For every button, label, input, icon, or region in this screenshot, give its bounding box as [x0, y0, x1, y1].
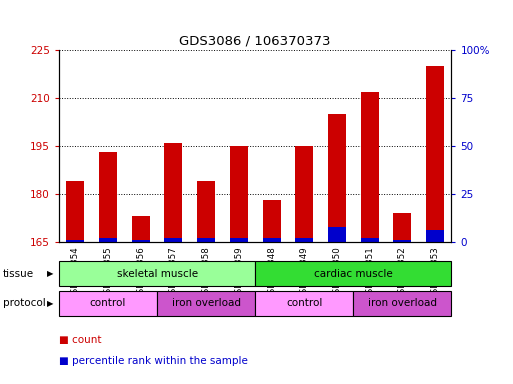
Text: control: control — [90, 298, 126, 308]
Bar — [426, 230, 444, 242]
Text: GSM245359: GSM245359 — [234, 246, 243, 299]
Text: skeletal muscle: skeletal muscle — [116, 268, 198, 279]
Text: GSM245357: GSM245357 — [169, 246, 178, 299]
Bar — [59, 291, 157, 316]
Bar — [132, 216, 150, 242]
Bar — [99, 152, 117, 242]
Text: GSM245356: GSM245356 — [136, 246, 145, 299]
Bar — [66, 181, 84, 242]
Bar — [230, 146, 248, 242]
Bar — [328, 227, 346, 242]
Bar — [165, 238, 183, 242]
Text: ▶: ▶ — [47, 299, 54, 308]
Bar — [426, 66, 444, 242]
Bar — [295, 146, 313, 242]
Text: GSM245351: GSM245351 — [365, 246, 374, 299]
Text: GSM245353: GSM245353 — [430, 246, 440, 299]
Text: GSM245358: GSM245358 — [202, 246, 211, 299]
Text: GSM245348: GSM245348 — [267, 246, 276, 299]
Text: tissue: tissue — [3, 268, 34, 279]
Text: GSM245349: GSM245349 — [300, 246, 309, 299]
Text: ■ percentile rank within the sample: ■ percentile rank within the sample — [59, 356, 248, 366]
Bar — [353, 291, 451, 316]
Bar — [255, 291, 353, 316]
Text: GSM245355: GSM245355 — [104, 246, 112, 299]
Text: GSM245354: GSM245354 — [71, 246, 80, 299]
Bar — [165, 143, 183, 242]
Text: GSM245352: GSM245352 — [398, 246, 407, 299]
Bar — [361, 91, 379, 242]
Bar — [230, 238, 248, 242]
Text: iron overload: iron overload — [172, 298, 241, 308]
Bar — [295, 238, 313, 242]
Bar — [263, 200, 281, 242]
Text: protocol: protocol — [3, 298, 45, 308]
Bar — [157, 291, 255, 316]
Bar — [99, 238, 117, 242]
Text: GSM245350: GSM245350 — [332, 246, 342, 299]
Text: ■ count: ■ count — [59, 335, 102, 345]
Text: control: control — [286, 298, 323, 308]
Bar — [197, 181, 215, 242]
Title: GDS3086 / 106370373: GDS3086 / 106370373 — [180, 34, 331, 47]
Bar — [263, 238, 281, 242]
Bar — [59, 261, 255, 286]
Bar — [197, 238, 215, 242]
Bar — [66, 240, 84, 242]
Bar — [393, 213, 411, 242]
Bar — [361, 238, 379, 242]
Text: cardiac muscle: cardiac muscle — [314, 268, 393, 279]
Bar — [132, 240, 150, 242]
Bar — [328, 114, 346, 242]
Bar — [393, 240, 411, 242]
Text: iron overload: iron overload — [368, 298, 437, 308]
Text: ▶: ▶ — [47, 269, 54, 278]
Bar — [255, 261, 451, 286]
